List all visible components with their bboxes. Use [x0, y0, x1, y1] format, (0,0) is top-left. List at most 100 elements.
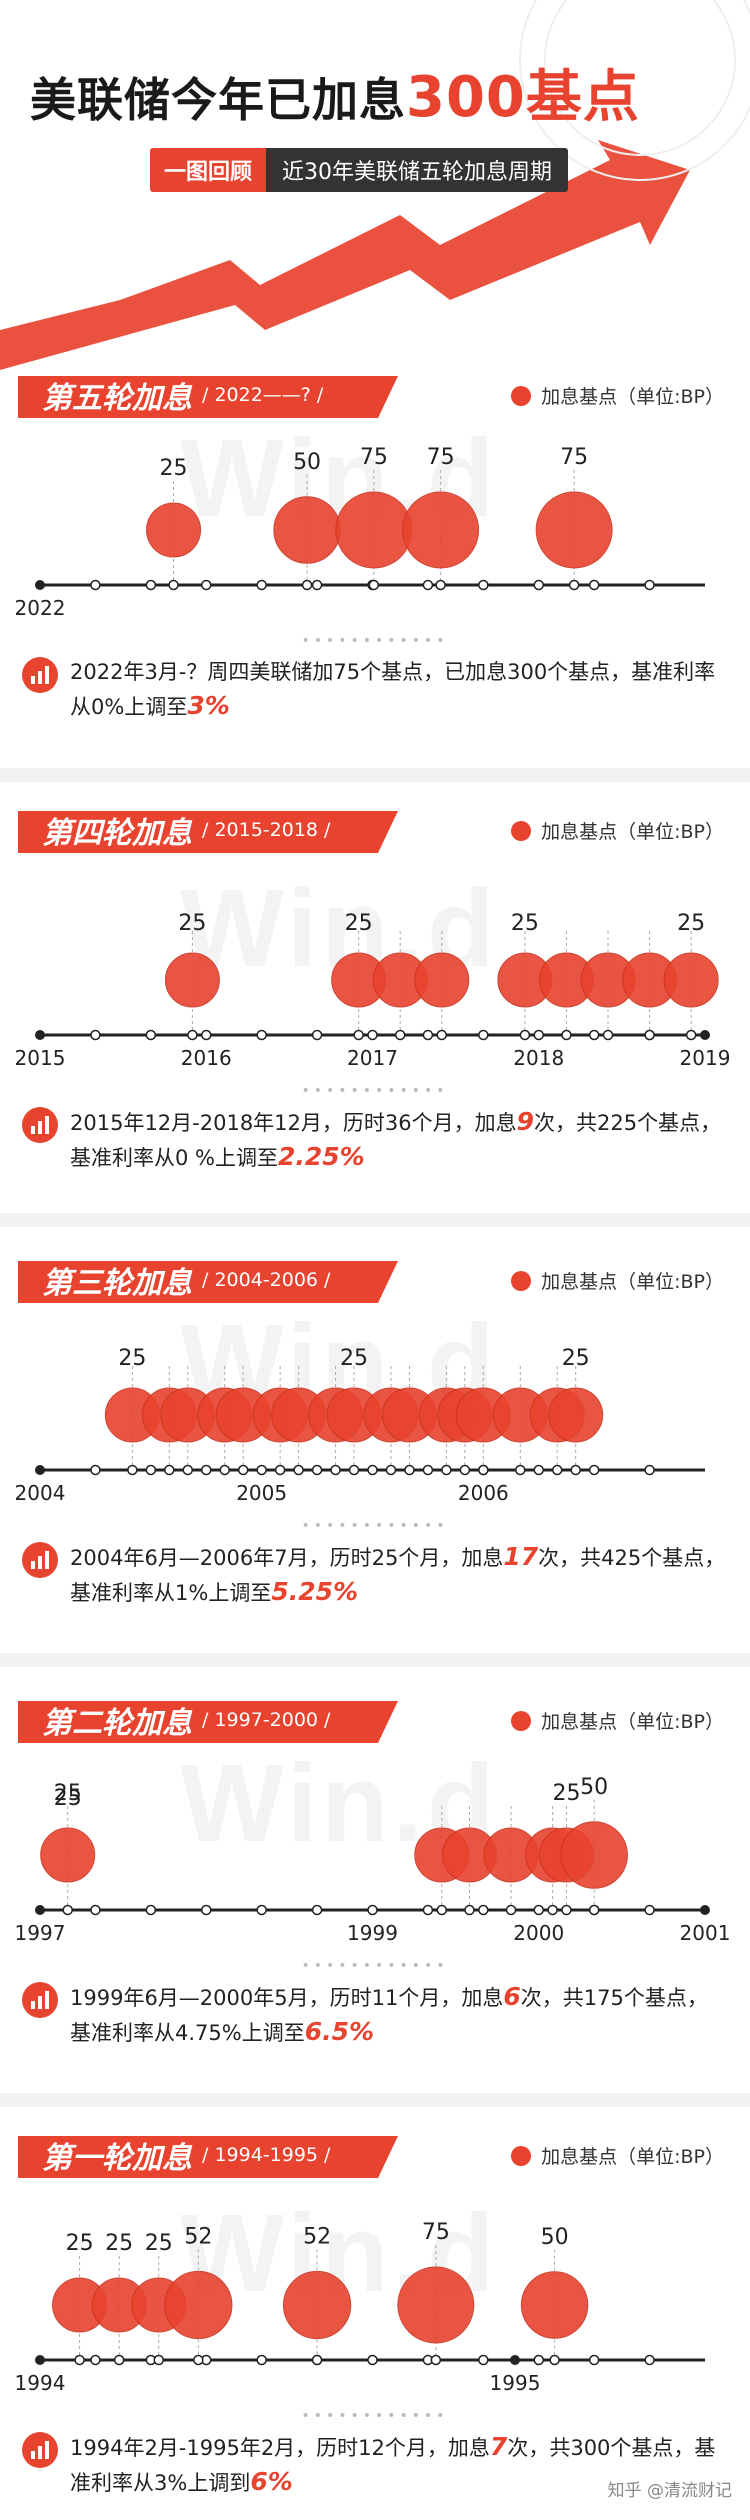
axis-tick [533, 1904, 544, 1916]
timeline-chart: 1994 1995 25 25 25 52 52 75 50 [15, 2220, 705, 2395]
group-bp-label: 25 [178, 911, 206, 936]
axis-tick [533, 2354, 544, 2366]
bubble-bp-label: 75 [422, 2220, 450, 2245]
axis-tick [367, 1029, 378, 1041]
axis-tick [256, 1904, 267, 1916]
axis-tick [422, 1464, 434, 1476]
summary-highlight: 3% [187, 691, 230, 720]
year-tick [510, 2355, 520, 2365]
bubble-axis-mark [368, 579, 380, 591]
axis-tick [588, 1464, 600, 1476]
summary-fragment: 1994年2月-1995年2月，历时12个月，加息 [70, 2436, 490, 2460]
legend: 加息基点（单位:BP） [511, 1267, 724, 1294]
bubble-axis-mark [547, 1904, 558, 1916]
bar-chart-icon [22, 1107, 58, 1143]
axis-tick [90, 579, 101, 591]
bubble-axis-mark [182, 1464, 194, 1476]
axis-tick [478, 579, 489, 591]
bubble-axis-mark [330, 1464, 341, 1476]
bubble-axis-mark [127, 1464, 138, 1476]
summary-highlight: 17 [503, 1542, 539, 1571]
axis-tick [644, 1464, 655, 1476]
axis-tick [311, 1464, 323, 1476]
axis-tick [367, 1464, 378, 1476]
axis-tick [422, 1029, 434, 1041]
section-years: / 2015-2018 / [202, 819, 331, 841]
bubble-axis-mark [515, 1464, 526, 1476]
bubble-bp-label: 50 [580, 1775, 608, 1800]
axis-tick [90, 1904, 101, 1916]
section-ribbon [18, 376, 398, 418]
summary-highlight: 7 [489, 2432, 508, 2461]
rate-hike-bubble [164, 952, 220, 1008]
bubble-axis-mark [561, 1904, 572, 1916]
year-label: 1994 [15, 2371, 66, 2395]
summary-highlight: 6% [250, 2467, 293, 2496]
summary-fragment: 次，共425个基点，基准利率从1%上调至 [70, 1546, 726, 1605]
dotted-separator: •••••••••••• [301, 1083, 449, 1099]
axis-tick [367, 2354, 378, 2366]
rate-hike-bubble [520, 2271, 589, 2339]
year-label: 1997 [15, 1921, 66, 1945]
year-label: 2001 [680, 1921, 731, 1945]
axis-tick [201, 1029, 212, 1041]
bubble-axis-mark [505, 1904, 517, 1916]
bubble-axis-mark [301, 579, 313, 591]
axis-tick [256, 579, 267, 591]
axis-tick [478, 1029, 489, 1041]
summary-fragment: 1999年6月—2000年5月，历时11个月，加息 [70, 1986, 504, 2010]
bubble-axis-mark [293, 1464, 304, 1476]
bubble-axis-mark [570, 1464, 581, 1476]
bubble-axis-mark [353, 1029, 364, 1041]
bubble-bp-label: 52 [184, 2224, 212, 2249]
summary-highlight: 6.5% [304, 2017, 375, 2046]
bubble-axis-mark [561, 1029, 572, 1041]
bubble-axis-mark [164, 1464, 175, 1476]
axis-tick [90, 1029, 101, 1041]
bubble-axis-mark [168, 579, 179, 591]
legend-label: 加息基点（单位:BP） [541, 1271, 724, 1293]
legend-label: 加息基点（单位:BP） [541, 2146, 724, 2168]
section-title: 第二轮加息 [42, 1706, 192, 1741]
axis-tick [201, 1464, 212, 1476]
bubble-axis-mark [459, 1464, 471, 1476]
axis-tick [367, 1904, 378, 1916]
group-bp-label: 25 [345, 911, 373, 936]
axis-tick [588, 579, 600, 591]
bar-chart-icon [22, 657, 58, 693]
legend-label: 加息基点（单位:BP） [541, 821, 724, 843]
section-header: 第一轮加息 / 1994-1995 / [18, 2130, 398, 2180]
legend-label: 加息基点（单位:BP） [541, 386, 724, 408]
year-label: 2019 [680, 1046, 731, 1070]
hike-cycle-section: 第一轮加息/ 1994-1995 /加息基点（单位:BP） Win.d 1994 19… [0, 2130, 750, 2496]
axis-tick [311, 579, 323, 591]
bubble-axis-mark [311, 2354, 323, 2366]
rate-hike-bubble [414, 952, 470, 1008]
legend-dot [511, 1710, 532, 1731]
year-label: 2016 [181, 1046, 232, 1070]
section-title: 第五轮加息 [42, 381, 192, 416]
axis-tick [644, 579, 655, 591]
bubble-bp-label: 25 [552, 1781, 580, 1806]
rate-hike-bubble [146, 502, 202, 558]
bubble-axis-mark [153, 2354, 164, 2366]
bubble-axis-mark [436, 1904, 448, 1916]
bubble-axis-mark [435, 579, 446, 591]
page-title: 美联储今年已加息300基点 [30, 65, 640, 130]
year-tick [700, 1905, 710, 1915]
axis-tick [256, 1029, 267, 1041]
legend: 加息基点（单位:BP） [511, 2142, 724, 2169]
axis-tick [644, 1904, 655, 1916]
hike-cycle-section: 第五轮加息/ 2022——? / 加息基点（单位:BP） Win.d 2022 25 50… [0, 370, 750, 790]
bubble-axis-mark [385, 1464, 397, 1476]
section-divider [0, 768, 750, 782]
bubble-axis-mark [193, 2354, 204, 2366]
section-title: 第三轮加息 [42, 1266, 192, 1301]
axis-tick [201, 579, 212, 591]
hike-cycle-section: 第三轮加息/ 2004-2006 /加息基点（单位:BP） Win.d 2004 20… [0, 1255, 750, 1675]
bubble-axis-mark [551, 1464, 563, 1476]
rate-hike-bubble [282, 2270, 352, 2340]
legend-dot [511, 820, 532, 841]
rate-hike-bubble [560, 1821, 628, 1889]
